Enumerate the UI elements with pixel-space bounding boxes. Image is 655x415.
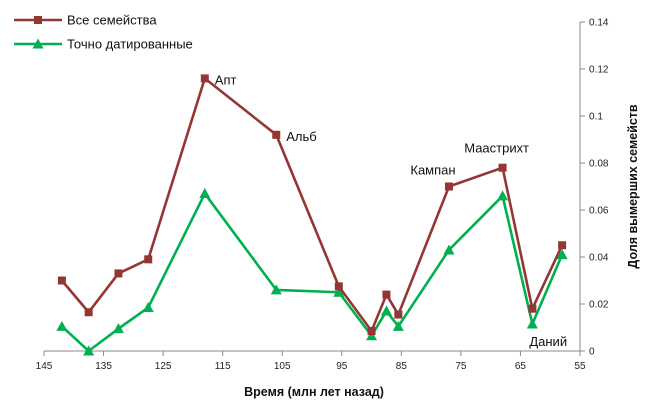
square-marker bbox=[272, 130, 281, 139]
y-tick-label: 0.02 bbox=[589, 300, 609, 311]
triangle-marker bbox=[56, 320, 68, 331]
y-tick-label: 0.06 bbox=[589, 206, 609, 217]
annotation-label: Даний bbox=[529, 334, 567, 349]
series-precisely-dated bbox=[56, 188, 568, 356]
triangle-marker bbox=[556, 249, 568, 260]
x-tick-label: 75 bbox=[455, 361, 467, 372]
square-marker bbox=[498, 163, 507, 172]
square-marker bbox=[558, 241, 567, 250]
legend-square-marker bbox=[34, 16, 42, 24]
annotation-label: Альб bbox=[286, 129, 316, 144]
x-tick-label: 135 bbox=[95, 361, 112, 372]
y-tick-label: 0.08 bbox=[589, 159, 609, 170]
series-all-families bbox=[57, 74, 567, 336]
legend-item: Все семейства bbox=[14, 13, 157, 28]
triangle-marker bbox=[497, 190, 509, 201]
x-tick-label: 85 bbox=[396, 361, 408, 372]
square-marker bbox=[200, 74, 209, 83]
square-marker bbox=[57, 276, 66, 285]
triangle-marker bbox=[270, 284, 282, 295]
legend: Все семейства Точно датированные bbox=[14, 13, 193, 52]
square-marker bbox=[528, 304, 537, 313]
square-marker bbox=[144, 255, 153, 264]
triangle-marker bbox=[83, 345, 95, 356]
x-tick-label: 65 bbox=[515, 361, 527, 372]
y-tick-label: 0.04 bbox=[589, 253, 609, 264]
square-marker bbox=[84, 308, 93, 317]
square-marker bbox=[114, 269, 123, 278]
x-tick-label: 115 bbox=[215, 361, 231, 372]
square-marker bbox=[367, 327, 376, 336]
x-tick-label: 95 bbox=[336, 361, 348, 372]
triangle-marker bbox=[526, 318, 538, 329]
triangle-marker bbox=[333, 286, 345, 297]
series-line bbox=[60, 77, 564, 333]
annotation-label: Апт bbox=[215, 72, 237, 87]
triangle-marker bbox=[366, 330, 378, 341]
legend-item: Точно датированные bbox=[14, 37, 193, 52]
legend-label: Все семейства bbox=[67, 13, 157, 28]
square-marker bbox=[334, 282, 343, 291]
square-marker bbox=[394, 310, 403, 319]
triangle-marker bbox=[142, 302, 154, 313]
annotation-label: Маастрихт bbox=[464, 141, 529, 156]
legend-label: Точно датированные bbox=[67, 37, 193, 52]
square-marker bbox=[444, 182, 453, 191]
legend-triangle-marker bbox=[32, 38, 44, 49]
annotations: Апт Альб Кампан Маастрихт Даний bbox=[215, 72, 567, 349]
x-tick-label: 145 bbox=[36, 361, 53, 372]
x-axis-title: Время (млн лет назад) bbox=[244, 385, 384, 399]
triangle-marker bbox=[380, 305, 392, 316]
triangle-marker bbox=[112, 323, 124, 334]
triangle-marker bbox=[443, 244, 455, 255]
series-line bbox=[60, 192, 564, 353]
y-tick-label: 0 bbox=[589, 347, 595, 358]
square-marker bbox=[382, 290, 391, 299]
axes: 145 135 125 115 105 95 85 75 65 550 0.02 0.04 0.06 0.… bbox=[36, 18, 609, 373]
triangle-marker bbox=[199, 188, 211, 199]
x-tick-label: 125 bbox=[155, 361, 172, 372]
series-layer bbox=[56, 74, 568, 356]
y-axis-title: Доля вымерших семейств bbox=[626, 104, 640, 269]
y-tick-label: 0.1 bbox=[589, 112, 603, 123]
x-tick-label: 105 bbox=[274, 361, 291, 372]
x-tick-label: 55 bbox=[574, 361, 586, 372]
y-tick-label: 0.14 bbox=[589, 18, 609, 29]
y-tick-label: 0.12 bbox=[589, 65, 609, 76]
annotation-label: Кампан bbox=[410, 163, 455, 178]
triangle-marker bbox=[392, 320, 404, 331]
